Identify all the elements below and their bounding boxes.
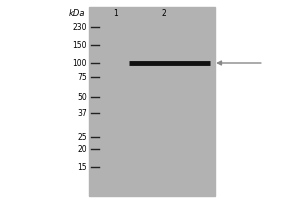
Bar	[88, 7, 214, 196]
Text: 37: 37	[77, 108, 87, 117]
Text: 15: 15	[77, 162, 87, 171]
Text: 75: 75	[77, 72, 87, 82]
Text: 2: 2	[161, 9, 166, 18]
Text: 20: 20	[77, 144, 87, 154]
Text: 1: 1	[113, 9, 118, 18]
Text: 25: 25	[77, 132, 87, 142]
Text: 100: 100	[73, 58, 87, 68]
Text: 150: 150	[73, 40, 87, 49]
Text: 230: 230	[73, 22, 87, 31]
Text: kDa: kDa	[68, 9, 85, 18]
Text: 50: 50	[77, 92, 87, 102]
